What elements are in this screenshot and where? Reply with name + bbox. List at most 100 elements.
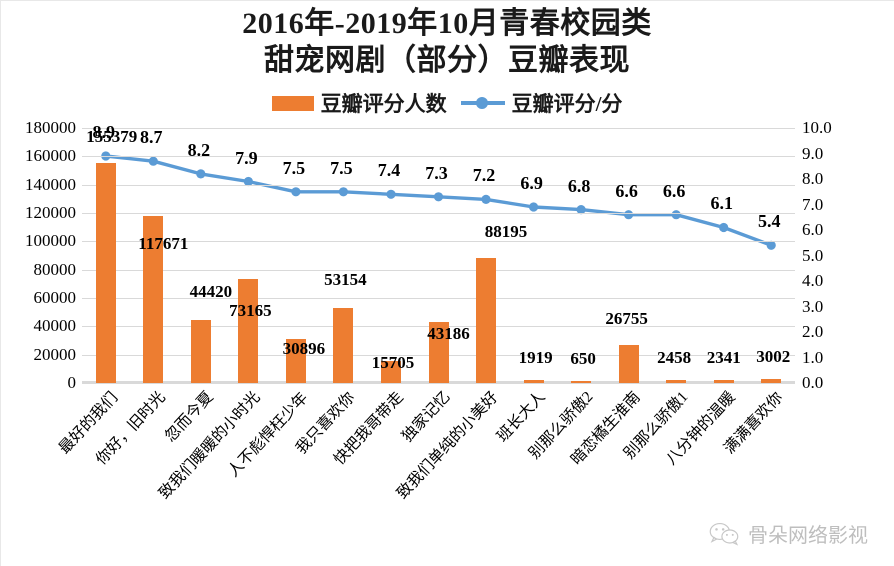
- line-marker[interactable]: [338, 187, 348, 197]
- gridline: [82, 269, 795, 271]
- y-tick-left: 80000: [33, 259, 77, 279]
- bar[interactable]: [238, 279, 259, 383]
- line-marker[interactable]: [196, 169, 206, 179]
- chart-legend: 豆瓣评分人数 豆瓣评分/分: [0, 88, 894, 118]
- line-value-label: 8.2: [187, 139, 211, 160]
- gridline: [82, 241, 795, 243]
- line-marker[interactable]: [671, 210, 681, 220]
- bar[interactable]: [571, 381, 592, 383]
- y-tick-right: 0.0: [802, 373, 824, 392]
- line-value-label: 6.1: [710, 193, 733, 214]
- line-marker[interactable]: [291, 187, 301, 197]
- line-marker[interactable]: [624, 210, 634, 220]
- line-value-label: 7.5: [330, 157, 353, 178]
- legend-label: 豆瓣评分/分: [511, 92, 623, 116]
- gridline: [82, 383, 795, 384]
- bar-value-label: 3002: [756, 346, 791, 366]
- bar-value-label: 1919: [518, 348, 553, 368]
- legend-item-1[interactable]: 豆瓣评分人数: [271, 88, 447, 118]
- line-marker[interactable]: [101, 151, 111, 161]
- bar[interactable]: [190, 320, 211, 383]
- bar[interactable]: [476, 258, 497, 383]
- y-tick-left: 0: [67, 373, 77, 392]
- bar[interactable]: [761, 378, 782, 383]
- y-tick-left: 160000: [25, 146, 76, 166]
- line-marker[interactable]: [576, 205, 586, 215]
- legend-item-2[interactable]: 豆瓣评分/分: [460, 88, 623, 118]
- line-marker[interactable]: [481, 194, 491, 204]
- y-tick-right: 1.0: [802, 347, 824, 367]
- line-value-label: 6.8: [567, 175, 591, 196]
- line-value-label: 7.4: [377, 160, 401, 181]
- y-tick-right: 9.0: [802, 143, 824, 163]
- y-tick-right: 5.0: [802, 245, 824, 265]
- bar-value-label: 15705: [371, 352, 415, 372]
- line-marker[interactable]: [243, 176, 253, 187]
- y-tick-right: 4.0: [802, 271, 824, 290]
- y-tick-left: 180000: [25, 118, 76, 137]
- line-value-label: 8.7: [140, 127, 163, 148]
- y-tick-left: 40000: [33, 316, 77, 336]
- bar[interactable]: [143, 216, 164, 383]
- bar-value-label: 2458: [657, 347, 692, 367]
- bar[interactable]: [380, 360, 401, 383]
- bar-value-label: 88195: [484, 222, 528, 242]
- line-marker[interactable]: [529, 202, 539, 212]
- bar[interactable]: [523, 380, 544, 383]
- line-marker[interactable]: [766, 240, 776, 250]
- bar-value-label: 53154: [324, 269, 367, 289]
- bar-value-label: 2341: [706, 347, 741, 367]
- line-marker[interactable]: [148, 156, 158, 166]
- bar[interactable]: [333, 307, 354, 383]
- gridline: [82, 128, 795, 129]
- y-tick-right: 6.0: [802, 220, 824, 239]
- y-tick-right: 10.0: [802, 118, 832, 137]
- y-tick-left: 100000: [25, 231, 76, 251]
- bar-value-label: 43186: [427, 323, 470, 343]
- bar[interactable]: [95, 162, 116, 383]
- bar-value-label: 117671: [138, 234, 189, 254]
- chart-title-line-2: 甜宠网剧（部分）豆瓣表现: [264, 43, 630, 77]
- line-value-label: 7.2: [472, 165, 496, 186]
- bar[interactable]: [666, 379, 687, 383]
- bar[interactable]: [618, 345, 639, 383]
- legend-swatch-bar: [271, 95, 314, 111]
- bar-value-label: 44420: [189, 282, 233, 302]
- line-value-label: 7.9: [235, 147, 258, 168]
- y-tick-left: 60000: [33, 288, 77, 307]
- legend-swatch-line: [460, 96, 505, 110]
- bar[interactable]: [285, 339, 306, 383]
- y-tick-right: 7.0: [802, 194, 824, 214]
- y-axis-left-ticks: 0 20000 40000 60000 80000 100000 120000 140000 1…: [0, 118, 77, 392]
- bar-value-label: 73165: [229, 301, 272, 321]
- bar-value-label: 650: [570, 349, 596, 368]
- y-tick-right: 8.0: [802, 169, 824, 188]
- plot-area: 155379 117671 44420 73165 30896 53154 15705 431…: [82, 122, 795, 384]
- bar[interactable]: [428, 321, 449, 383]
- line-value-label: 6.6: [662, 180, 686, 201]
- y-axis-right-ticks: 0.0 1.0 2.0 3.0 4.0 5.0 6.0 7.0 8.0 9.0 10.0: [802, 118, 882, 392]
- line-marker[interactable]: [719, 222, 729, 233]
- y-tick-right: 2.0: [802, 322, 824, 341]
- line-value-label: 6.6: [615, 180, 638, 201]
- legend-label: 豆瓣评分人数: [320, 92, 447, 116]
- gridline: [82, 213, 795, 214]
- gridline: [82, 156, 795, 158]
- y-tick-left: 120000: [25, 203, 76, 222]
- y-tick-left: 20000: [33, 344, 77, 364]
- line-marker[interactable]: [433, 192, 444, 202]
- line-value-label: 5.4: [757, 211, 781, 232]
- watermark-text: 骨朵网络影视: [748, 525, 868, 547]
- line-marker[interactable]: [386, 189, 396, 199]
- chart-title-line-1: 2016年-2019年10月青春校园类: [242, 7, 652, 40]
- bar-value-label: 155379: [86, 126, 138, 146]
- bar[interactable]: [713, 379, 734, 383]
- y-tick-right: 3.0: [802, 296, 824, 316]
- chart-title: 2016年-2019年10月青春校园类 甜宠网剧（部分）豆瓣表现: [0, 6, 894, 79]
- line-value-label: 6.9: [520, 173, 543, 194]
- rating-line-series: [101, 151, 776, 250]
- line-value-label: 8.9: [92, 122, 116, 143]
- wechat-icon: [709, 522, 739, 546]
- line-value-label: 7.5: [282, 157, 306, 178]
